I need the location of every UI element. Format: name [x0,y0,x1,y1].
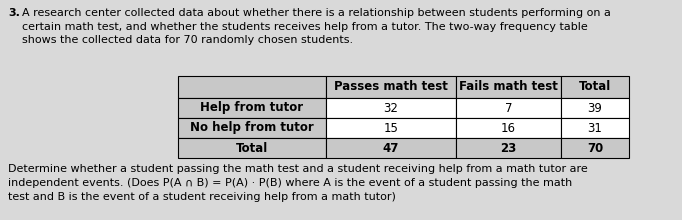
Text: 16: 16 [501,121,516,134]
Text: Determine whether a student passing the math test and a student receiving help f: Determine whether a student passing the … [8,164,588,202]
Text: 7: 7 [505,101,512,114]
Text: 3.: 3. [8,8,20,18]
Text: A research center collected data about whether there is a relationship between s: A research center collected data about w… [22,8,611,45]
Bar [456,118,561,138]
Bar [561,98,629,118]
Text: No help from tutor: No help from tutor [190,121,314,134]
Bar [326,118,456,138]
Text: 15: 15 [383,121,398,134]
Bar [178,98,326,118]
Text: Total: Total [579,81,611,94]
Bar [178,118,326,138]
Bar [456,98,561,118]
Bar [178,76,326,98]
Bar [456,76,561,98]
Text: Passes math test: Passes math test [334,81,448,94]
Text: 70: 70 [587,141,603,154]
Text: 32: 32 [383,101,398,114]
Bar [561,138,629,158]
Bar [326,76,456,98]
Text: 31: 31 [588,121,602,134]
Bar [326,98,456,118]
Text: 47: 47 [383,141,399,154]
Text: Help from tutor: Help from tutor [201,101,303,114]
Text: 39: 39 [588,101,602,114]
Text: Fails math test: Fails math test [459,81,558,94]
Bar [456,138,561,158]
Text: 23: 23 [501,141,517,154]
Bar [178,138,326,158]
Bar [561,76,629,98]
Bar [561,118,629,138]
Text: Total: Total [236,141,268,154]
Bar [326,138,456,158]
